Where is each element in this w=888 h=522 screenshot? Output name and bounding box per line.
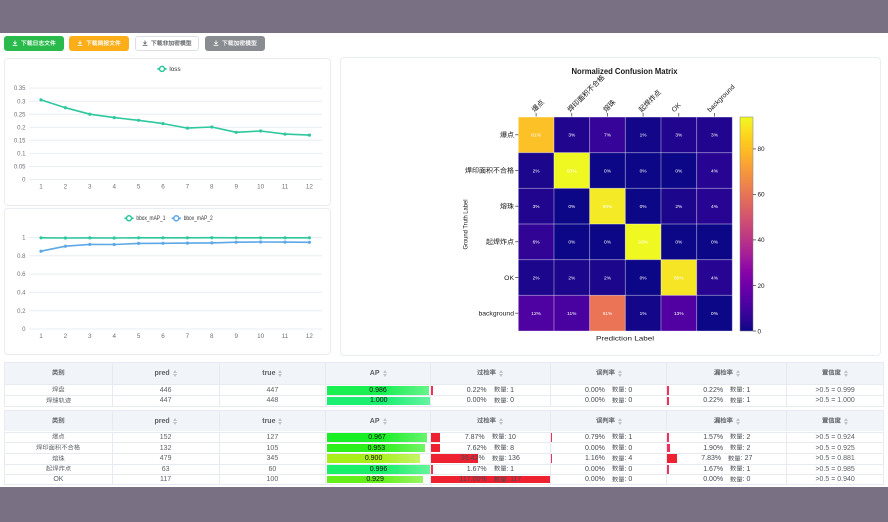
svg-text:0%: 0%	[640, 204, 648, 210]
svg-text:11: 11	[282, 183, 289, 190]
svg-text:8: 8	[210, 183, 214, 190]
svg-text:0%: 0%	[675, 168, 683, 174]
svg-text:2%: 2%	[533, 275, 541, 281]
svg-text:3%: 3%	[711, 133, 719, 139]
svg-text:12%: 12%	[531, 311, 541, 317]
svg-text:9: 9	[234, 183, 238, 190]
svg-text:0%: 0%	[675, 240, 683, 246]
svg-text:3: 3	[88, 183, 92, 190]
svg-text:0.6: 0.6	[17, 272, 26, 278]
svg-text:7: 7	[186, 333, 190, 340]
svg-text:0.25: 0.25	[14, 112, 26, 118]
svg-text:0%: 0%	[640, 168, 648, 174]
svg-text:6: 6	[161, 333, 165, 340]
svg-text:0.3: 0.3	[17, 99, 26, 105]
svg-text:loss: loss	[169, 66, 180, 73]
svg-text:4: 4	[112, 333, 116, 340]
svg-text:1: 1	[39, 333, 43, 340]
svg-text:11: 11	[282, 333, 289, 340]
svg-text:OK: OK	[504, 275, 514, 282]
svg-text:10: 10	[257, 183, 265, 190]
svg-text:7%: 7%	[604, 133, 612, 139]
svg-text:0.05: 0.05	[14, 165, 26, 171]
svg-text:93%: 93%	[638, 240, 648, 246]
svg-text:40: 40	[758, 237, 766, 244]
svg-text:11%: 11%	[567, 311, 577, 317]
svg-text:0.2: 0.2	[17, 125, 26, 131]
svg-text:93%: 93%	[567, 168, 577, 174]
svg-text:1%: 1%	[640, 133, 648, 139]
svg-text:0.2: 0.2	[17, 309, 26, 315]
svg-text:2%: 2%	[533, 168, 541, 174]
svg-text:2%: 2%	[604, 275, 612, 281]
svg-text:0: 0	[22, 327, 26, 333]
svg-text:8: 8	[210, 333, 214, 340]
svg-text:12: 12	[306, 333, 314, 340]
svg-text:2: 2	[64, 183, 68, 190]
svg-text:Ground Truth Label: Ground Truth Label	[463, 200, 470, 250]
svg-text:0%: 0%	[604, 240, 612, 246]
svg-text:90%: 90%	[603, 204, 613, 210]
svg-text:0%: 0%	[604, 168, 612, 174]
svg-text:2%: 2%	[675, 204, 683, 210]
svg-text:bbox_mAP_2: bbox_mAP_2	[184, 215, 213, 222]
svg-text:2: 2	[64, 333, 68, 340]
svg-text:3%: 3%	[675, 133, 683, 139]
svg-text:0.1: 0.1	[17, 152, 26, 158]
svg-text:3%: 3%	[533, 204, 541, 210]
svg-text:4: 4	[112, 183, 116, 190]
svg-text:1: 1	[39, 183, 43, 190]
svg-text:6%: 6%	[533, 240, 541, 246]
svg-text:20: 20	[758, 283, 766, 290]
svg-text:13%: 13%	[674, 311, 684, 317]
svg-text:OK: OK	[671, 102, 683, 114]
svg-text:6: 6	[161, 183, 165, 190]
svg-text:81%: 81%	[531, 133, 541, 139]
svg-text:0.15: 0.15	[14, 138, 26, 144]
svg-text:0%: 0%	[711, 240, 719, 246]
svg-text:9: 9	[234, 333, 238, 340]
svg-text:0: 0	[22, 178, 26, 184]
svg-text:60: 60	[758, 192, 766, 199]
svg-text:89%: 89%	[674, 275, 684, 281]
svg-text:12: 12	[306, 183, 314, 190]
svg-text:0%: 0%	[568, 240, 576, 246]
svg-text:2%: 2%	[568, 275, 576, 281]
svg-text:0%: 0%	[711, 311, 719, 317]
svg-text:0.4: 0.4	[17, 291, 26, 297]
svg-text:1: 1	[22, 236, 26, 242]
svg-text:61%: 61%	[603, 311, 613, 317]
svg-text:4%: 4%	[711, 275, 719, 281]
svg-text:10: 10	[257, 333, 265, 340]
svg-text:5: 5	[137, 333, 141, 340]
svg-text:4%: 4%	[711, 204, 719, 210]
svg-text:bbox_mAP_1: bbox_mAP_1	[136, 215, 165, 222]
svg-text:Normalized Confusion Matrix: Normalized Confusion Matrix	[572, 67, 679, 76]
svg-text:0%: 0%	[568, 204, 576, 210]
svg-text:1%: 1%	[640, 311, 648, 317]
svg-text:0: 0	[758, 328, 762, 335]
svg-text:4%: 4%	[711, 168, 719, 174]
svg-text:5: 5	[137, 183, 141, 190]
svg-text:7: 7	[186, 183, 190, 190]
svg-text:3: 3	[88, 333, 92, 340]
svg-text:background: background	[478, 311, 514, 318]
svg-text:background: background	[706, 84, 736, 114]
svg-text:80: 80	[758, 146, 766, 153]
svg-text:0.8: 0.8	[17, 254, 26, 260]
svg-text:0.35: 0.35	[14, 86, 26, 92]
svg-text:Prediction Label: Prediction Label	[596, 336, 655, 343]
svg-text:3%: 3%	[568, 133, 576, 139]
svg-text:0%: 0%	[640, 275, 648, 281]
